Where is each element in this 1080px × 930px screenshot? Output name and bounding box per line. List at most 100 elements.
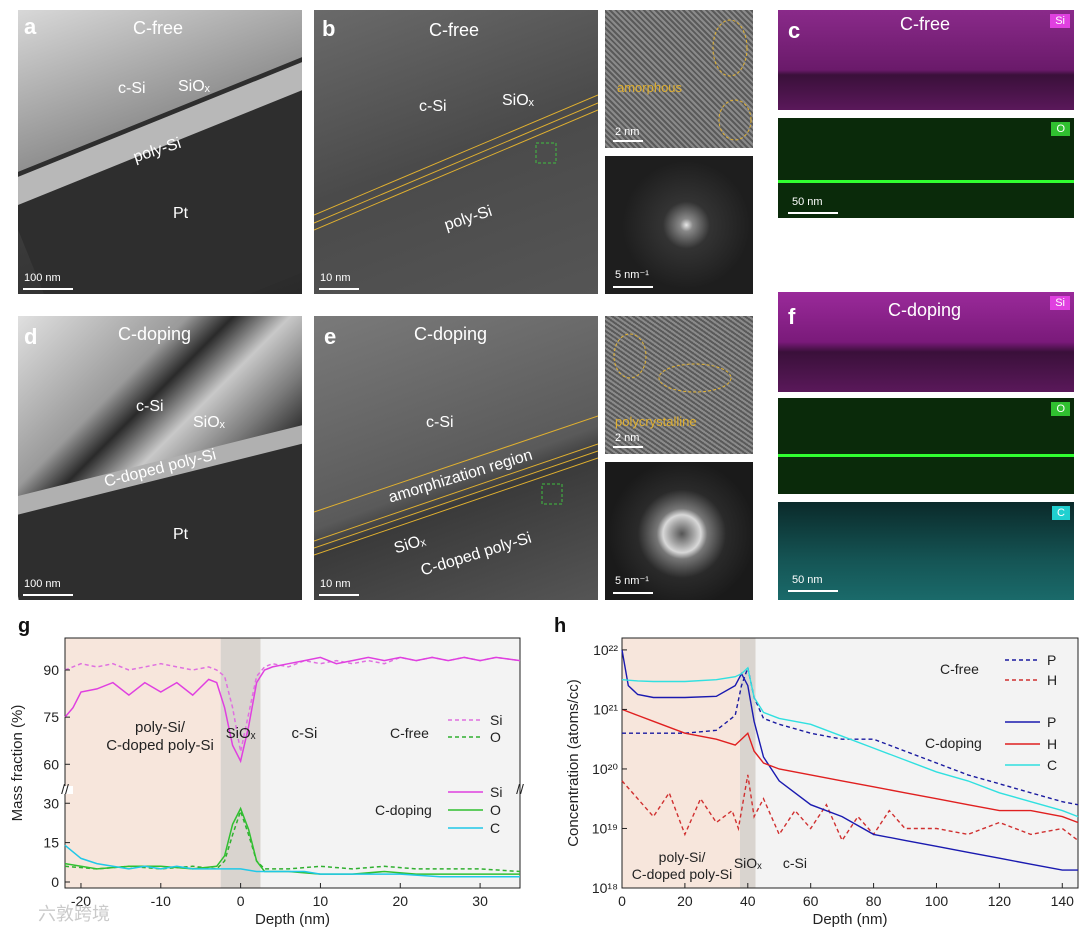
scale-bar (613, 140, 643, 142)
y-tick-label: 10²⁰ (592, 761, 618, 777)
axis-break-glyph-right: // (516, 781, 524, 797)
panel-d-title: C-doping (118, 324, 192, 344)
chart-g-letter: g (18, 615, 30, 637)
region-csi (755, 638, 1078, 888)
panel-e-inset-hrtem: polycrystalline 2 nm (605, 316, 753, 454)
legend-title-cfree: C-free (940, 661, 979, 677)
amorphous-rings (712, 19, 752, 141)
scale-label: 50 nm (792, 574, 823, 586)
region-csi (260, 638, 520, 888)
panel-b-inset-hrtem: amorphous 2 nm (605, 10, 753, 148)
legend-label-c-free-h: H (1047, 672, 1057, 688)
polycrystalline-rings (613, 333, 732, 393)
region-label-csi: c-Si (783, 855, 807, 871)
legend-title-cdoping: C-doping (925, 735, 982, 751)
axis-break-left (57, 786, 73, 794)
series-c-doping-p (621, 649, 1078, 871)
y-tick-label: 10²¹ (593, 701, 618, 717)
eds-map-si: Si (778, 292, 1074, 392)
y-axis-label: Concentration (atoms/cc) (565, 679, 582, 847)
panel-e-letter: e (324, 324, 337, 349)
chart-g: // // -20 -10 0 10 20 30 60 75 90 0 15 30 g Depth (nm) M… (9, 615, 524, 928)
x-tick-label: 60 (803, 893, 819, 909)
scale-label: 50 nm (792, 196, 823, 208)
series-c-free-p (622, 665, 1079, 806)
legend-label-c-doping-p: P (1047, 714, 1056, 730)
watermark: 六敦跨境 (38, 904, 110, 924)
x-tick-label: 20 (677, 893, 693, 909)
eds-map-c: C (778, 502, 1074, 600)
panel-f-title: C-doping (888, 300, 962, 320)
panel-c-letter: c (788, 18, 801, 43)
axis-break-glyph-left: // (61, 781, 69, 797)
label-csi: c-Si (118, 80, 146, 97)
chart-h-letter: h (554, 615, 566, 637)
scale-label: 10 nm (320, 578, 351, 590)
interface-lines (314, 94, 598, 231)
x-tick-label: 120 (988, 893, 1012, 909)
scale-label: 5 nm⁻¹ (615, 269, 649, 281)
panel-d-letter: d (24, 324, 38, 349)
region-label-polysi: poly-Si/C-doped poly-Si (632, 849, 732, 882)
x-tick-label: 20 (392, 893, 408, 909)
panel-e: e C-doping c-Si amorphization region SiO… (314, 316, 598, 600)
element-tag-o: O (1051, 122, 1070, 136)
series-c-doping-c (621, 666, 1079, 818)
x-tick-label: 10 (313, 893, 329, 909)
x-tick-label: -10 (151, 893, 171, 909)
region-polysi (65, 638, 221, 888)
scale-bar (788, 212, 838, 214)
label-polycrystalline: polycrystalline (615, 414, 697, 429)
panel-a-letter: a (24, 14, 37, 39)
panel-c-title: C-free (900, 14, 951, 34)
x-tick-label: 0 (237, 893, 245, 909)
y-tick-label: 0 (51, 874, 59, 890)
panel-a: a C-free c-Si SiOₓ poly-Si Pt 100 nm (18, 10, 302, 294)
eds-map-o: O (778, 398, 1074, 494)
x-axis-label: Depth (nm) (255, 911, 330, 928)
y-tick-label: 60 (43, 756, 59, 772)
y-axis-label: Mass fraction (%) (9, 705, 26, 822)
panel-f-letter: f (788, 304, 796, 329)
panel-b: b C-free c-Si SiOₓ poly-Si 10 nm (314, 10, 598, 294)
legend-label-c-doping-o: O (490, 802, 501, 818)
legend-title-cdoping: C-doping (375, 802, 432, 818)
label-csi: c-Si (426, 414, 454, 431)
legend-label-c-doping-h: H (1047, 736, 1057, 752)
scale-bar (23, 594, 73, 596)
y-tick-label: 10²² (593, 642, 618, 658)
y-tick-label: 30 (43, 795, 59, 811)
scale-label: 2 nm (615, 432, 640, 444)
x-tick-label: 0 (618, 893, 626, 909)
panel-b-letter: b (322, 16, 336, 41)
series-c-doping-c (64, 844, 520, 878)
series-c-doping-h (621, 708, 1079, 824)
x-tick-label: 40 (740, 893, 756, 909)
element-tag-c: C (1052, 506, 1070, 520)
x-tick-label: -20 (71, 893, 91, 909)
x-axis-label: Depth (nm) (812, 911, 887, 928)
region-label-csi: c-Si (292, 725, 318, 742)
oxygen-line (778, 180, 1074, 183)
label-pt: Pt (173, 526, 189, 543)
interface-lines (314, 415, 598, 556)
legend-label-c-free-o: O (490, 729, 501, 745)
series-c-doping-o (64, 806, 520, 875)
legend-label-c-free-p: P (1047, 652, 1056, 668)
panel-b-inset-fft: 5 nm⁻¹ (605, 156, 753, 294)
panel-d: d C-doping c-Si SiOₓ C-doped poly-Si Pt … (18, 316, 302, 600)
oxygen-line (778, 454, 1074, 457)
legend-label-c-doping-c: C (1047, 757, 1057, 773)
label-csi: c-Si (419, 98, 447, 115)
y-tick-label: 90 (43, 662, 59, 678)
eds-map-si: Si (778, 10, 1074, 110)
label-siox: SiOₓ (502, 92, 534, 109)
series-c-free-h (621, 774, 1079, 842)
region-label-siox: SiOₓ (734, 855, 762, 871)
y-tick-label: 75 (43, 709, 59, 725)
x-tick-label: 30 (472, 893, 488, 909)
series-c-doping-si (64, 656, 521, 764)
element-tag-si: Si (1050, 14, 1070, 28)
scale-bar (23, 288, 73, 290)
plot-frame (64, 637, 521, 889)
